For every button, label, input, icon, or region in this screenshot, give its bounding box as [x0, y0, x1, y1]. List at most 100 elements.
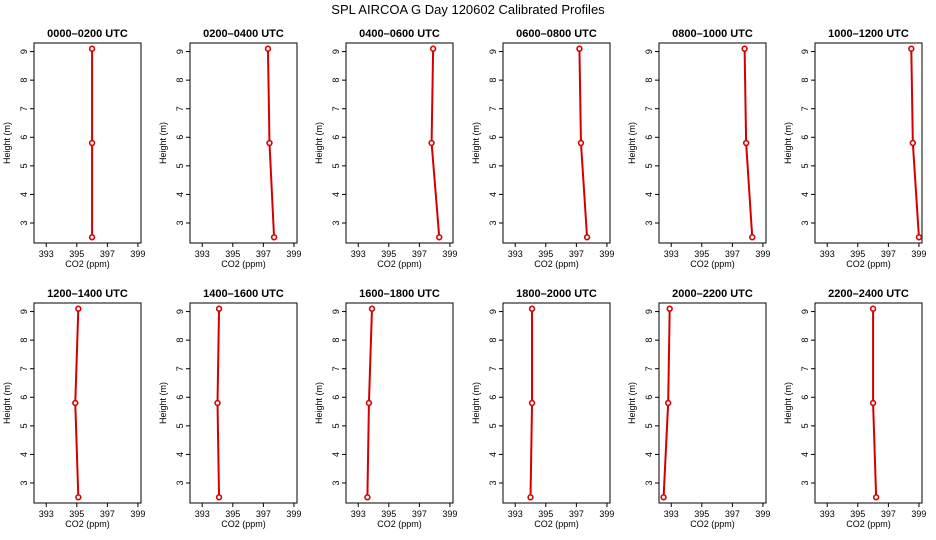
data-point: [869, 305, 877, 312]
y-tick-label: 7: [800, 366, 810, 371]
plot-frame: [345, 42, 454, 244]
x-tick-label: 393: [508, 249, 523, 259]
x-axis-label: CO2 (ppm): [534, 519, 579, 529]
y-tick-label: 6: [644, 395, 654, 400]
x-tick-label: 393: [664, 249, 679, 259]
profile-panel: 1400–1600 UTC 393 395 397 399 CO2 (ppm) 3 4 5 6 7 8…: [158, 288, 301, 529]
plot-frame: [189, 302, 298, 504]
profile-panel: 1600–1800 UTC 393 395 397 399 CO2 (ppm) 3 4 5 6 7 8…: [314, 288, 457, 529]
plot-frame: [345, 302, 454, 504]
y-tick-label: 8: [175, 338, 185, 343]
page-title: SPL AIRCOA G Day 120602 Calibrated Profi…: [331, 2, 605, 17]
panel-title: 0000–0200 UTC: [47, 28, 128, 40]
x-tick-label: 399: [911, 249, 926, 259]
y-tick-label: 8: [800, 338, 810, 343]
data-point: [428, 139, 435, 147]
y-tick-label: 4: [175, 192, 185, 197]
panel-title: 1600–1800 UTC: [359, 288, 440, 300]
plot-frame: [502, 302, 611, 504]
y-tick-label: 6: [488, 395, 498, 400]
y-tick-label: 3: [175, 220, 185, 225]
profile-panel: 0400–0600 UTC 393 395 397 399 CO2 (ppm) 3 4 5 6 7 8…: [314, 28, 457, 269]
y-tick-label: 8: [331, 338, 341, 343]
data-point: [365, 399, 373, 407]
x-tick-label: 397: [256, 249, 271, 259]
y-tick-label: 8: [175, 78, 185, 83]
panel-title: 1000–1200 UTC: [828, 28, 909, 40]
y-tick-label: 7: [488, 106, 498, 111]
y-tick-label: 8: [644, 338, 654, 343]
y-tick-label: 9: [331, 49, 341, 54]
x-axis-label: CO2 (ppm): [690, 259, 735, 269]
data-point: [528, 305, 536, 312]
y-tick-label: 3: [19, 480, 29, 485]
x-tick-label: 393: [195, 509, 210, 519]
profile-panel: 0600–0800 UTC 393 395 397 399 CO2 (ppm) 3 4 5 6 7 8…: [471, 28, 614, 269]
profile-panel: 1000–1200 UTC 393 395 397 399 CO2 (ppm) 3 4 5 6 7 8…: [783, 28, 926, 269]
x-tick-label: 395: [69, 509, 84, 519]
panel-title: 0200–0400 UTC: [203, 28, 284, 40]
y-tick-label: 5: [800, 163, 810, 168]
y-tick-label: 5: [331, 423, 341, 428]
y-tick-label: 9: [644, 309, 654, 314]
y-tick-label: 5: [488, 423, 498, 428]
data-point: [660, 494, 667, 501]
x-axis-label: CO2 (ppm): [221, 519, 266, 529]
y-tick-label: 8: [644, 78, 654, 83]
y-tick-label: 4: [19, 192, 29, 197]
y-tick-label: 6: [331, 395, 341, 400]
y-tick-label: 6: [488, 135, 498, 140]
data-point: [915, 234, 923, 241]
profile-panel: 2000–2200 UTC 393 395 397 399 CO2 (ppm) 3 4 5 6 7 8…: [627, 288, 770, 529]
plot-frame: [814, 42, 923, 244]
data-point: [88, 234, 96, 241]
data-point: [749, 234, 756, 241]
y-tick-label: 9: [19, 49, 29, 54]
x-axis-label: CO2 (ppm): [846, 259, 891, 269]
plot-frame: [33, 302, 142, 504]
y-tick-label: 3: [644, 220, 654, 225]
data-point: [528, 399, 536, 407]
y-tick-label: 4: [800, 452, 810, 457]
data-point: [266, 139, 273, 147]
data-point: [72, 399, 79, 407]
panel-title: 0600–0800 UTC: [516, 28, 597, 40]
y-tick-label: 5: [175, 163, 185, 168]
y-axis-label: Height (m): [471, 382, 481, 424]
x-tick-label: 393: [351, 249, 366, 259]
y-tick-label: 5: [488, 163, 498, 168]
y-tick-label: 9: [800, 49, 810, 54]
x-tick-label: 397: [881, 509, 896, 519]
x-tick-label: 399: [911, 509, 926, 519]
y-tick-label: 8: [331, 78, 341, 83]
x-tick-label: 397: [725, 509, 740, 519]
y-tick-label: 9: [644, 49, 654, 54]
x-tick-label: 397: [412, 249, 427, 259]
data-point: [215, 494, 223, 501]
y-tick-label: 8: [19, 338, 29, 343]
x-tick-label: 393: [39, 249, 54, 259]
profile-panel: 2200–2400 UTC 393 395 397 399 CO2 (ppm) 3 4 5 6 7 8…: [783, 288, 926, 529]
data-point: [664, 399, 672, 407]
y-tick-label: 6: [175, 395, 185, 400]
x-tick-label: 393: [664, 509, 679, 519]
plot-frame: [814, 302, 923, 504]
x-tick-label: 397: [881, 249, 896, 259]
y-axis-label: Height (m): [158, 382, 168, 424]
y-axis-label: Height (m): [627, 382, 637, 424]
x-tick-label: 399: [286, 249, 301, 259]
data-point: [429, 45, 437, 52]
y-tick-label: 4: [175, 452, 185, 457]
data-point: [666, 305, 673, 312]
x-axis-label: CO2 (ppm): [221, 259, 266, 269]
y-tick-label: 7: [331, 106, 341, 111]
profile-panel: 0200–0400 UTC 393 395 397 399 CO2 (ppm) 3 4 5 6 7 8…: [158, 28, 301, 269]
y-tick-label: 5: [644, 423, 654, 428]
y-tick-label: 8: [488, 78, 498, 83]
y-tick-label: 6: [175, 135, 185, 140]
plot-frame: [658, 302, 767, 504]
y-tick-label: 4: [488, 452, 498, 457]
x-tick-label: 395: [538, 509, 553, 519]
plot-frame: [33, 42, 142, 244]
y-axis-label: Height (m): [314, 382, 324, 424]
